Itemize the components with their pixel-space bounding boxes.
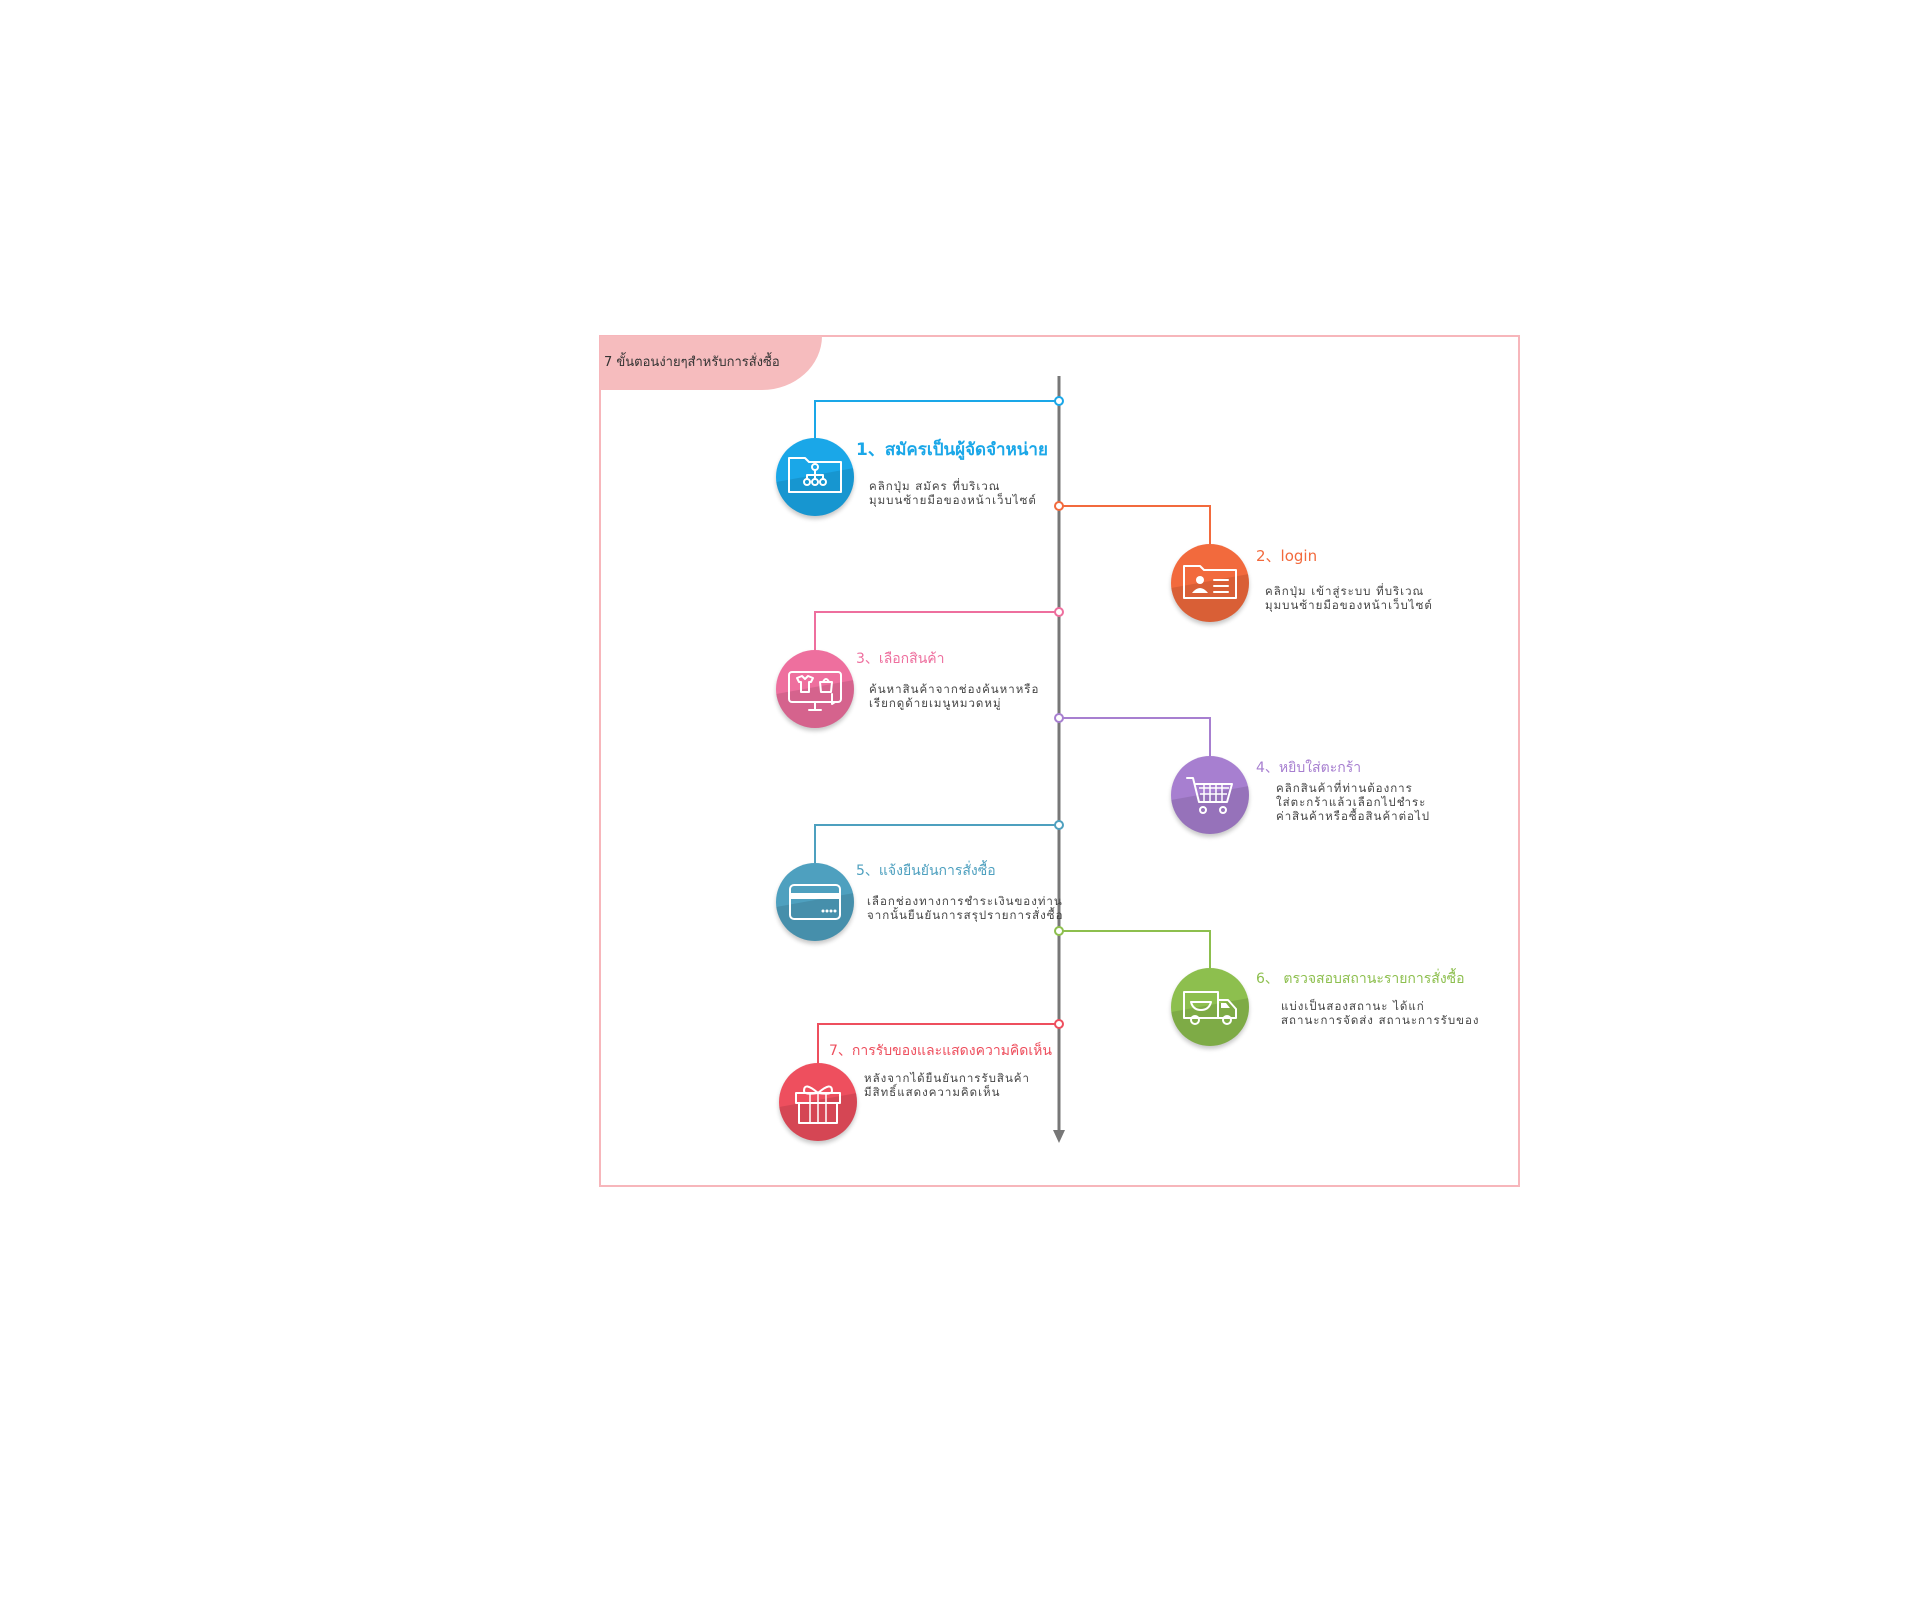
- delivery-truck-icon: [1171, 991, 1249, 1046]
- gift-box-icon: [779, 1085, 857, 1141]
- step-1-title: 1、สมัครเป็นผู้จัดจำหน่าย: [856, 440, 1048, 460]
- credit-card-icon: [776, 884, 854, 941]
- step-5-badge: [776, 863, 854, 941]
- step-4-description: คลิกสินค้าที่ท่านต้องการ ใส่ตะกร้าแล้วเล…: [1276, 781, 1431, 823]
- step-5-title: 5、แจ้งยืนยันการสั่งซื้อ: [856, 863, 996, 879]
- shopping-cart-icon: [1171, 777, 1249, 834]
- step-1-description: คลิกปุ่ม สมัคร ที่บริเวณ มุมบนซ้ายมือของ…: [869, 479, 1037, 507]
- step-4-badge: [1171, 756, 1249, 834]
- junction-dot-step-6: [1054, 926, 1064, 936]
- junction-dot-step-7: [1054, 1019, 1064, 1029]
- junction-dot-step-4: [1054, 713, 1064, 723]
- junction-dot-step-3: [1054, 607, 1064, 617]
- connector-step-2: [1059, 505, 1211, 544]
- connector-step-3: [814, 611, 1059, 650]
- step-4-title: 4、หยิบใส่ตะกร้า: [1256, 760, 1362, 776]
- id-card-icon: [1171, 565, 1249, 622]
- step-3-description: ค้นหาสินค้าจากช่องค้นหาหรือ เรียกดูด้ายเ…: [869, 682, 1040, 710]
- title-tab: [600, 336, 822, 390]
- step-2-description: คลิกปุ่ม เข้าสู่ระบบ ที่บริเวณ มุมบนซ้าย…: [1265, 584, 1433, 612]
- step-7-title: 7、การรับของและแสดงความคิดเห็น: [829, 1043, 1052, 1059]
- junction-dot-step-2: [1054, 501, 1064, 511]
- step-6-badge: [1171, 968, 1249, 1046]
- junction-dot-step-1: [1054, 396, 1064, 406]
- step-6-title: 6、 ตรวจสอบสถานะรายการสั่งซื้อ: [1256, 971, 1465, 987]
- connector-step-7: [817, 1023, 1059, 1063]
- connector-step-1: [814, 400, 1059, 438]
- step-2-badge: [1171, 544, 1249, 622]
- step-7-description: หลังจากได้ยืนยันการรับสินค้า มีสิทธิ์แสด…: [864, 1071, 1030, 1099]
- step-6-description: แบ่งเป็นสองสถานะ ได้แก่ สถานะการจัดส่ง ส…: [1281, 999, 1480, 1027]
- step-7-badge: [779, 1063, 857, 1141]
- timeline-arrow-head: [1053, 1130, 1065, 1143]
- network-folder-icon: [776, 457, 854, 516]
- step-5-description: เลือกช่องทางการชำระเงินของท่าน จากนั้นยื…: [867, 894, 1064, 922]
- junction-dot-step-5: [1054, 820, 1064, 830]
- connector-step-5: [814, 824, 1059, 863]
- diagram-title: 7 ขั้นตอนง่ายๆสำหรับการสั่งซื้อ: [604, 355, 780, 370]
- connector-step-6: [1059, 930, 1211, 968]
- step-1-badge: [776, 438, 854, 516]
- step-2-title: 2、login: [1256, 547, 1318, 565]
- step-3-badge: [776, 650, 854, 728]
- step-3-title: 3、เลือกสินค้า: [856, 651, 945, 667]
- connector-step-4: [1059, 717, 1211, 756]
- diagram-frame: [599, 335, 1520, 1187]
- shopping-monitor-icon: [776, 671, 854, 728]
